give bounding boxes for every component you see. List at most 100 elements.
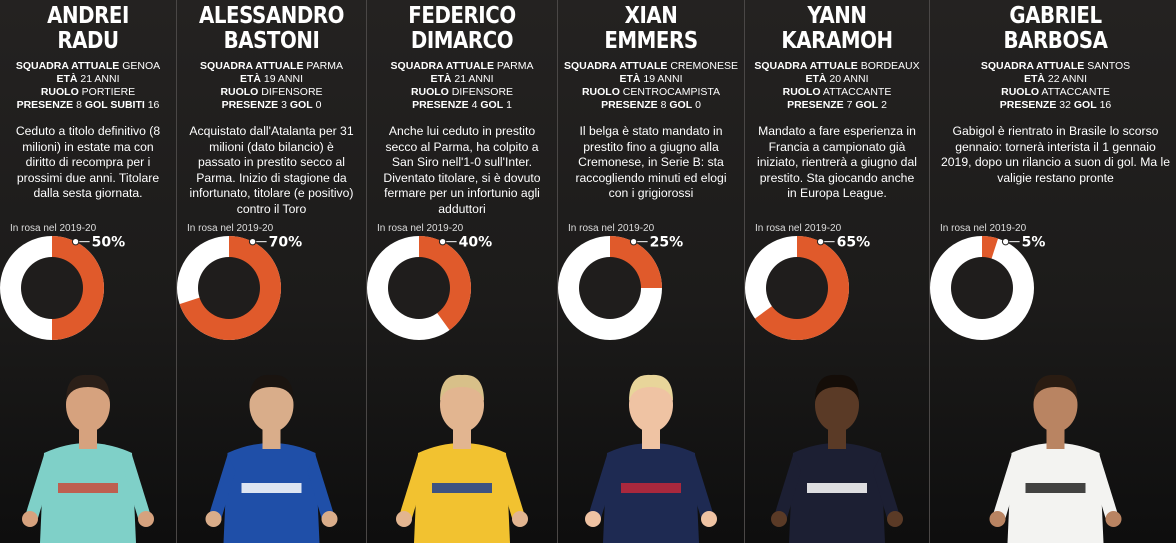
stat-value: CENTROCAMPISTA bbox=[622, 86, 721, 98]
stat-value: PORTIERE bbox=[81, 86, 136, 98]
stat-line: SQUADRA ATTUALE PARMA bbox=[177, 60, 366, 73]
stat-label: SQUADRA ATTUALE bbox=[15, 60, 120, 72]
pct-label: 40% bbox=[459, 236, 493, 251]
player-head bbox=[249, 378, 294, 432]
player-last-name: EMMERS bbox=[604, 28, 698, 54]
player-description: Il belga è stato mandato in prestito fin… bbox=[575, 124, 727, 201]
rosa-label: In rosa nel 2019-20 bbox=[940, 223, 1027, 234]
player-photo bbox=[771, 374, 903, 543]
player-right-arm bbox=[307, 455, 334, 518]
player-column: YANN KARAMOH SQUADRA ATTUALE BORDEAUX ETÀ 2… bbox=[744, 0, 929, 543]
player-description: Gabigol è rientrato in Brasile lo scorso… bbox=[940, 124, 1170, 185]
rosa-donut-chart: 25% bbox=[558, 236, 683, 340]
stat-label: PRESENZE bbox=[601, 99, 658, 111]
stat-value: 3 bbox=[281, 99, 287, 111]
stat-label: ETÀ bbox=[239, 73, 261, 85]
stat-label: PRESENZE bbox=[787, 99, 844, 111]
stat-line: PRESENZE 3 GOL 0 bbox=[177, 99, 366, 112]
stat-label: RUOLO bbox=[782, 86, 821, 98]
player-column: ANDREI RADU SQUADRA ATTUALE GENOA ETÀ 21 AN… bbox=[0, 0, 176, 543]
player-last-name: RADU bbox=[57, 28, 119, 54]
stat-line: RUOLO DIFENSORE bbox=[177, 86, 366, 99]
stat-label: ETÀ bbox=[1023, 73, 1045, 85]
player-photo bbox=[585, 374, 717, 543]
stat-value: PARMA bbox=[306, 60, 343, 72]
stat-line: PRESENZE 7 GOL 2 bbox=[745, 99, 929, 112]
shirt-sponsor-band bbox=[1025, 483, 1086, 493]
player-last-name: BARBOSA bbox=[1003, 28, 1108, 54]
player-left-arm bbox=[26, 455, 52, 518]
shirt-sponsor-band bbox=[241, 483, 302, 493]
donut-hole bbox=[388, 257, 450, 319]
stat-label: SQUADRA ATTUALE bbox=[754, 60, 858, 72]
stat-value: 16 bbox=[147, 99, 160, 111]
pct-marker-dot bbox=[629, 237, 638, 246]
player-left-arm bbox=[589, 455, 615, 518]
player-head bbox=[66, 378, 110, 432]
stat-label: PRESENZE bbox=[221, 99, 279, 111]
stat-label: SQUADRA ATTUALE bbox=[200, 60, 304, 72]
player-right-arm bbox=[873, 455, 899, 518]
player-name: FEDERICO DIMARCO bbox=[380, 4, 543, 54]
player-first-name: XIAN bbox=[624, 3, 678, 29]
pct-marker-dot bbox=[438, 237, 447, 246]
stat-value: 2 bbox=[881, 99, 887, 111]
player-left-arm bbox=[400, 455, 426, 518]
stat-label: ETÀ bbox=[805, 73, 827, 85]
player-left-hand bbox=[989, 511, 1006, 527]
stat-line: ETÀ 19 ANNI bbox=[177, 73, 366, 86]
pct-label: 50% bbox=[92, 236, 126, 251]
stat-line: ETÀ 20 ANNI bbox=[745, 73, 929, 86]
stat-value: SANTOS bbox=[1087, 60, 1131, 72]
donut-hole bbox=[766, 257, 828, 319]
player-head bbox=[440, 378, 484, 432]
player-name: XIAN EMMERS bbox=[571, 4, 731, 54]
stat-value: DIFENSORE bbox=[451, 86, 514, 98]
stat-line: ETÀ 22 ANNI bbox=[930, 73, 1176, 86]
player-stats: SQUADRA ATTUALE PARMA ETÀ 19 ANNI RUOLO DI… bbox=[177, 60, 366, 112]
pct-label: 5% bbox=[1022, 236, 1046, 251]
player-left-arm bbox=[209, 455, 236, 518]
player-last-name: BASTONI bbox=[223, 28, 320, 54]
rosa-donut-chart: 50% bbox=[0, 236, 126, 340]
stat-value: 32 bbox=[1059, 99, 1071, 111]
player-neck bbox=[828, 427, 846, 449]
stat-line: RUOLO CENTROCAMPISTA bbox=[558, 86, 744, 99]
stat-label: GOL bbox=[855, 99, 879, 111]
pct-marker-dot bbox=[248, 237, 257, 246]
player-head bbox=[815, 378, 859, 432]
stat-label: SQUADRA ATTUALE bbox=[980, 60, 1085, 72]
player-left-hand bbox=[396, 511, 412, 527]
player-hair bbox=[815, 374, 859, 401]
stat-value: ATTACCANTE bbox=[1041, 86, 1110, 98]
stat-line: RUOLO PORTIERE bbox=[0, 86, 176, 99]
rosa-label: In rosa nel 2019-20 bbox=[187, 223, 274, 234]
player-right-arm bbox=[498, 455, 524, 518]
player-head bbox=[629, 378, 673, 432]
stat-value: 4 bbox=[471, 99, 478, 111]
shirt-sponsor-band bbox=[807, 483, 867, 493]
player-first-name: ANDREI bbox=[47, 3, 129, 29]
player-right-hand bbox=[321, 511, 338, 527]
stat-line: RUOLO ATTACCANTE bbox=[745, 86, 929, 99]
player-neck bbox=[262, 427, 281, 449]
player-right-arm bbox=[687, 455, 713, 518]
player-left-hand bbox=[22, 511, 38, 527]
player-photo bbox=[396, 374, 528, 543]
stat-line: RUOLO ATTACCANTE bbox=[930, 86, 1176, 99]
player-stats: SQUADRA ATTUALE CREMONESE ETÀ 19 ANNI RUOL… bbox=[558, 60, 744, 112]
player-hair bbox=[249, 374, 294, 401]
player-hair bbox=[66, 374, 110, 401]
pct-label: 70% bbox=[269, 236, 303, 251]
player-description: Anche lui ceduto in prestito secco al Pa… bbox=[383, 124, 541, 216]
stat-value: PARMA bbox=[496, 60, 534, 72]
rosa-donut-chart: 5% bbox=[930, 236, 1046, 340]
player-first-name: ALESSANDRO bbox=[198, 3, 345, 29]
stat-line: ETÀ 21 ANNI bbox=[0, 73, 176, 86]
player-column: XIAN EMMERS SQUADRA ATTUALE CREMONESE ETÀ 1… bbox=[557, 0, 744, 543]
stat-line: PRESENZE 32 GOL 16 bbox=[930, 99, 1176, 112]
player-hair bbox=[1033, 374, 1078, 401]
player-name: YANN KARAMOH bbox=[758, 4, 916, 54]
player-name: ALESSANDRO BASTONI bbox=[190, 4, 353, 54]
stat-value: 0 bbox=[315, 99, 322, 111]
